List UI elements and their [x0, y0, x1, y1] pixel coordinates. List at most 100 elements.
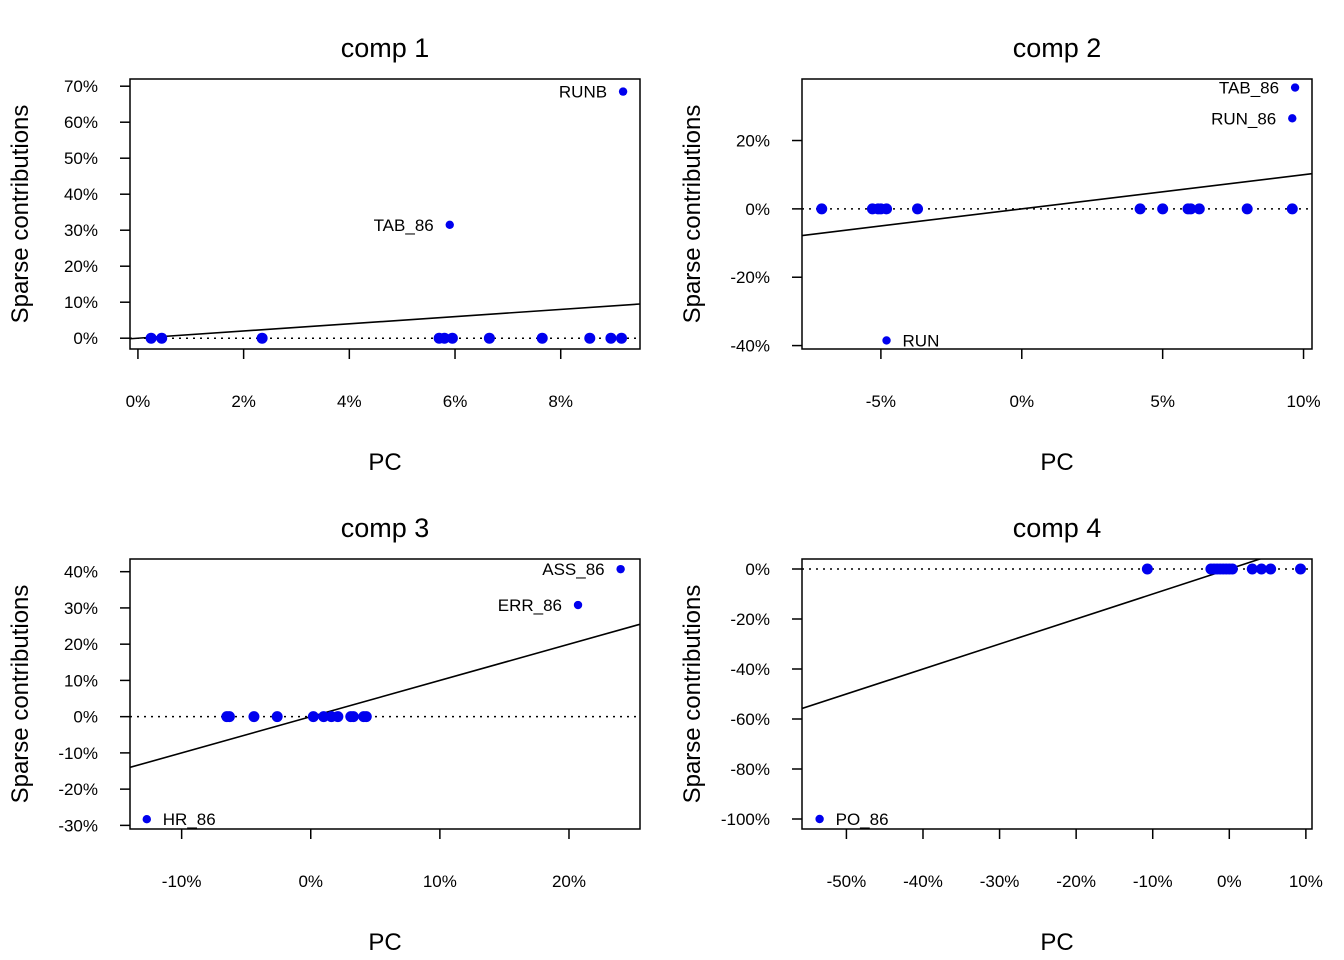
x-tick-label: 8%: [548, 392, 573, 411]
chart-title: comp 2: [1013, 33, 1102, 63]
data-point: [1286, 203, 1298, 215]
y-axis-label: Sparse contributions: [679, 105, 706, 324]
data-point: [1141, 563, 1153, 575]
data-point-run: [882, 336, 891, 345]
x-axis-label: PC: [1040, 449, 1073, 476]
x-tick-label: 10%: [423, 872, 457, 891]
data-point: [438, 332, 450, 344]
data-point: [881, 203, 893, 215]
fit-line: [130, 303, 640, 340]
y-tick-label: 70%: [64, 77, 98, 96]
data-point: [256, 332, 268, 344]
data-point: [816, 203, 828, 215]
y-tick-label: 0%: [745, 560, 770, 579]
y-tick-label: -80%: [730, 760, 770, 779]
data-point: [446, 332, 458, 344]
data-point-po-86: [815, 814, 824, 824]
y-tick-label: 60%: [64, 113, 98, 132]
y-tick-label: 10%: [64, 671, 98, 690]
data-point: [145, 332, 157, 344]
y-tick-label: -40%: [730, 337, 770, 356]
data-point: [332, 711, 344, 723]
data-point-tab-86: [445, 220, 454, 229]
plot-frame: [801, 78, 1313, 350]
data-point: [271, 711, 283, 723]
y-tick-label: -20%: [58, 780, 98, 799]
x-tick-label: -20%: [1056, 872, 1096, 891]
y-tick-label: -40%: [730, 660, 770, 679]
x-tick-label: 0%: [126, 392, 151, 411]
plot-frame: [129, 558, 641, 830]
y-tick-label: 20%: [64, 635, 98, 654]
data-point: [360, 711, 372, 723]
x-tick-label: 20%: [552, 872, 586, 891]
data-point: [318, 711, 330, 723]
point-label: RUN: [903, 331, 940, 350]
data-point: [616, 332, 628, 344]
data-point: [1246, 563, 1258, 575]
x-tick-label: -10%: [162, 872, 202, 891]
point-label: HR_86: [163, 810, 216, 829]
y-tick-label: 20%: [64, 257, 98, 276]
data-point: [605, 332, 617, 344]
point-label: TAB_86: [374, 216, 434, 235]
x-tick-label: 4%: [337, 392, 362, 411]
y-tick-label: -100%: [721, 810, 770, 829]
plot-frame: [801, 558, 1313, 830]
data-point: [1226, 563, 1238, 575]
data-point: [912, 203, 924, 215]
chart-panel-1: comp 1 PC Sparse contributions 0% 2% 4% 6% 8% 0%…: [7, 33, 641, 476]
x-tick-label: 10%: [1287, 392, 1321, 411]
y-tick-label: 40%: [64, 185, 98, 204]
y-tick-label: -20%: [730, 268, 770, 287]
y-tick-label: 50%: [64, 149, 98, 168]
y-tick-label: 0%: [73, 708, 98, 727]
plot-frame: [129, 78, 641, 350]
y-tick-label: 0%: [73, 329, 98, 348]
data-point-err-86: [573, 600, 583, 610]
data-point: [223, 711, 235, 723]
x-axis-label: PC: [368, 449, 401, 476]
y-tick-label: -10%: [58, 744, 98, 763]
point-label: ASS_86: [542, 560, 604, 579]
x-axis-label: PC: [368, 929, 401, 956]
x-tick-label: 0%: [1217, 872, 1242, 891]
y-tick-label: -60%: [730, 710, 770, 729]
data-point: [1255, 563, 1267, 575]
x-tick-label: -5%: [866, 392, 896, 411]
data-point: [1265, 563, 1277, 575]
data-point: [1241, 203, 1253, 215]
chart-panel-3: comp 3 PC Sparse contributions -10% 0% 10% 20%…: [7, 513, 641, 956]
data-point-run-86: [1288, 114, 1297, 123]
y-axis-label: Sparse contributions: [7, 105, 34, 324]
x-tick-label: 0%: [1009, 392, 1034, 411]
x-tick-label: -50%: [827, 872, 867, 891]
x-tick-label: -10%: [1133, 872, 1173, 891]
y-tick-label: 30%: [64, 599, 98, 618]
data-point: [248, 711, 260, 723]
data-point: [1157, 203, 1169, 215]
chart-title: comp 4: [1013, 513, 1102, 543]
data-point: [536, 332, 548, 344]
point-label: RUN_86: [1211, 109, 1276, 128]
x-tick-label: 10%: [1289, 872, 1323, 891]
chart-panel-2: comp 2 PC Sparse contributions -5% 0% 5% 10% -4…: [679, 33, 1321, 476]
y-tick-label: -20%: [730, 610, 770, 629]
data-point-runb: [618, 87, 628, 96]
data-point-tab-86: [1290, 83, 1300, 92]
fit-line: [130, 623, 640, 769]
chart-title: comp 1: [341, 33, 430, 63]
y-tick-label: 40%: [64, 563, 98, 582]
point-label: RUNB: [559, 83, 607, 102]
x-tick-label: 2%: [231, 392, 256, 411]
y-tick-label: 10%: [64, 293, 98, 312]
data-point-hr-86: [142, 815, 151, 824]
y-tick-label: 20%: [736, 132, 770, 151]
x-tick-label: -30%: [980, 872, 1020, 891]
point-label: PO_86: [836, 810, 889, 829]
chart-panel-4: comp 4 PC Sparse contributions -50% -40% -30%…: [679, 513, 1323, 956]
x-tick-label: 5%: [1150, 392, 1175, 411]
x-axis-label: PC: [1040, 929, 1073, 956]
fit-line: [802, 172, 1312, 237]
